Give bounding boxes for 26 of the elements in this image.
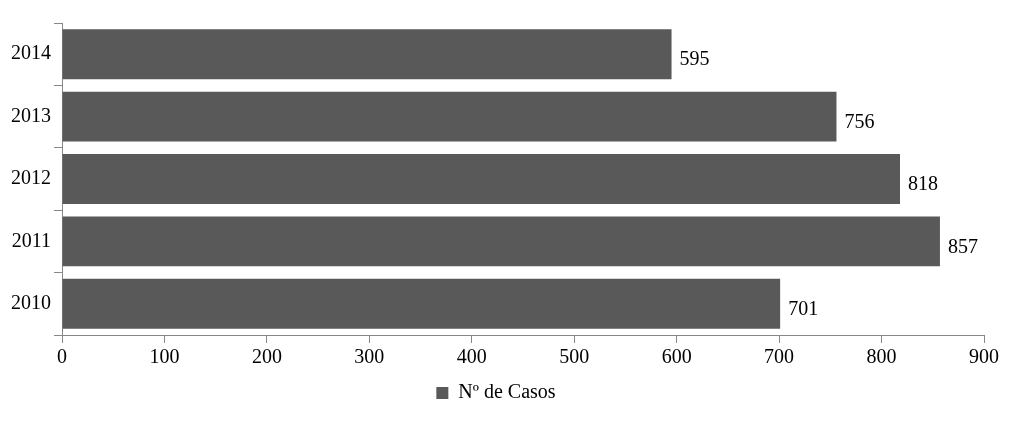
data-label: 818 bbox=[908, 172, 938, 195]
y-tick-label: 2011 bbox=[11, 228, 51, 251]
bar bbox=[62, 154, 900, 204]
y-tick-label: 2014 bbox=[11, 41, 51, 64]
x-tick-label: 400 bbox=[456, 345, 487, 368]
data-label: 857 bbox=[947, 234, 978, 257]
x-tick-label: 200 bbox=[251, 345, 282, 368]
y-tick-label: 2010 bbox=[11, 291, 51, 314]
data-label: 701 bbox=[788, 297, 819, 320]
x-tick-label: 500 bbox=[559, 345, 590, 368]
x-tick-label: 700 bbox=[764, 345, 795, 368]
x-tick-label: 0 bbox=[57, 345, 67, 368]
bar bbox=[62, 278, 781, 329]
y-tick-label: 2013 bbox=[11, 103, 51, 126]
bar bbox=[62, 91, 837, 142]
x-tick-label: 900 bbox=[969, 345, 999, 368]
bar bbox=[62, 29, 672, 80]
x-tick-label: 100 bbox=[149, 345, 180, 368]
data-label: 756 bbox=[844, 109, 875, 132]
x-tick-label: 800 bbox=[866, 345, 897, 368]
bar bbox=[62, 216, 940, 267]
x-tick-label: 300 bbox=[354, 345, 385, 368]
data-label: 595 bbox=[679, 47, 710, 70]
x-tick-label: 600 bbox=[661, 345, 692, 368]
legend-label: Nº de Casos bbox=[458, 380, 556, 403]
y-tick-label: 2012 bbox=[11, 166, 51, 189]
